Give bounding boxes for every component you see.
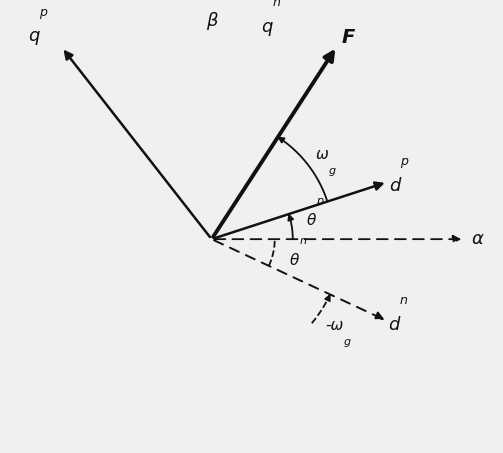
Text: α: α [472, 230, 483, 248]
Text: -ω: -ω [326, 318, 344, 333]
Text: n: n [299, 236, 306, 246]
Text: g: g [344, 337, 351, 347]
Text: θ: θ [290, 254, 299, 269]
Text: n: n [400, 294, 408, 307]
Text: θ: θ [307, 213, 316, 228]
Text: g: g [328, 166, 336, 176]
Text: p: p [316, 196, 323, 206]
Text: d: d [389, 316, 400, 334]
Text: q: q [261, 18, 273, 36]
Text: n: n [273, 0, 280, 10]
Text: q: q [28, 28, 39, 45]
Text: ω: ω [315, 147, 328, 162]
Text: d: d [389, 177, 400, 195]
Text: p: p [39, 6, 47, 19]
Text: F: F [342, 28, 355, 47]
Text: p: p [400, 155, 408, 168]
Text: β: β [206, 12, 217, 30]
